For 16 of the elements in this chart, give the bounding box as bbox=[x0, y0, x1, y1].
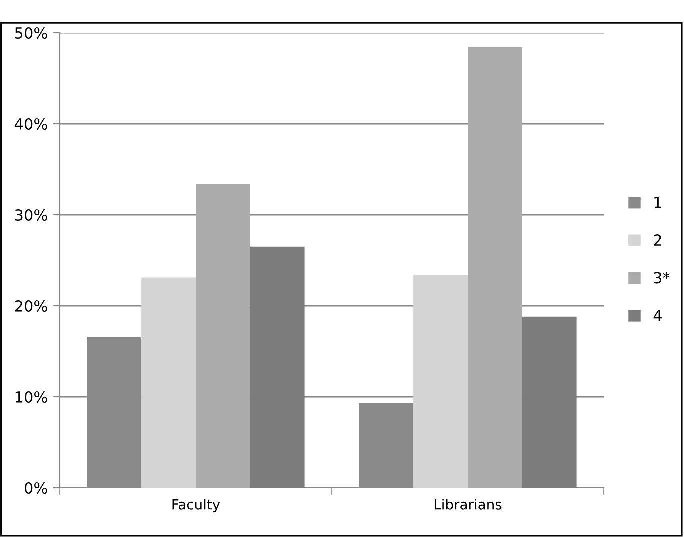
y-tick-label: 40% bbox=[14, 118, 48, 130]
bar bbox=[142, 278, 196, 488]
legend-label: 1 bbox=[654, 197, 662, 208]
bar bbox=[196, 184, 250, 488]
y-tick-label: 0% bbox=[24, 482, 48, 494]
x-tick-label: Librarians bbox=[434, 499, 502, 510]
y-tick-label: 20% bbox=[15, 300, 48, 312]
x-tick-label: Faculty bbox=[172, 499, 220, 513]
bar bbox=[414, 275, 468, 488]
legend-label: 4 bbox=[654, 310, 662, 322]
legend-label: 3* bbox=[654, 272, 670, 284]
y-tick-label: 50% bbox=[15, 27, 48, 40]
y-tick-label: 10% bbox=[16, 391, 48, 404]
y-tick-label: 30% bbox=[15, 209, 48, 222]
legend-label: 2 bbox=[654, 234, 662, 246]
bar bbox=[468, 48, 522, 488]
